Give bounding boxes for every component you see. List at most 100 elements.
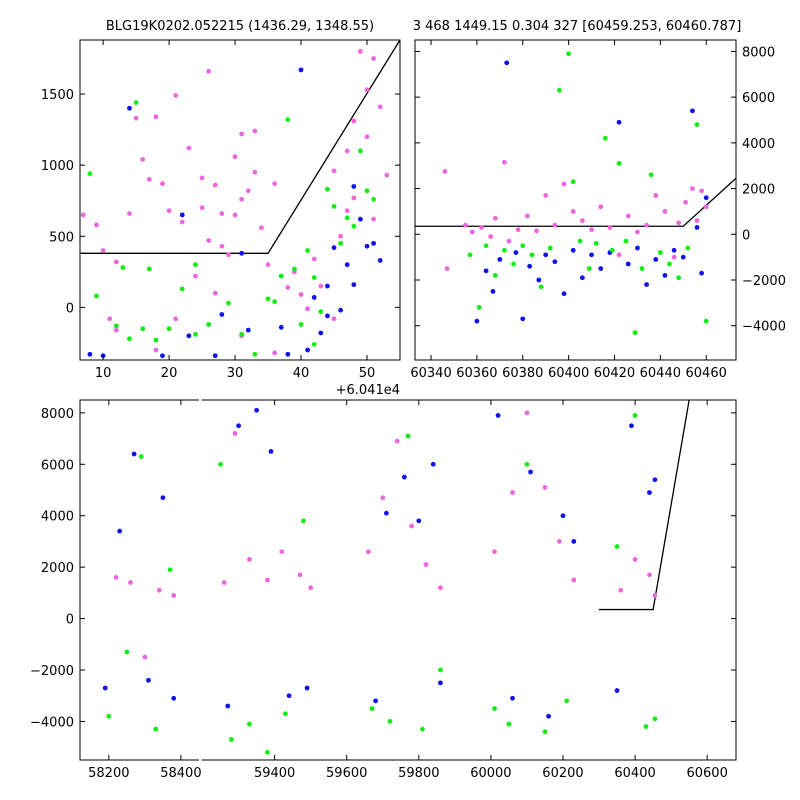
data-point-magenta (113, 327, 119, 333)
data-point-blue (430, 461, 436, 467)
data-point-blue (635, 245, 640, 251)
data-point-magenta (534, 228, 539, 234)
x-tick-label: 50 (359, 366, 376, 381)
data-point-blue (186, 333, 192, 339)
data-point-magenta (542, 485, 548, 490)
data-point-green (106, 713, 112, 719)
data-point-magenta (662, 209, 668, 214)
y-tick-label: 0 (66, 613, 74, 628)
data-point-blue (373, 698, 378, 704)
data-point-green (371, 196, 377, 202)
data-point-blue (236, 423, 241, 429)
y-tick-label: −4000 (742, 320, 786, 335)
data-point-green (247, 721, 252, 727)
data-point-magenta (463, 222, 468, 228)
data-point-green (524, 461, 530, 467)
y-tick-label: 500 (49, 230, 74, 245)
data-point-magenta (252, 169, 258, 175)
data-point-green (566, 51, 572, 57)
data-point-blue (589, 252, 594, 258)
data-point-green (305, 248, 311, 253)
data-point-magenta (561, 181, 567, 187)
x-tick-label: 60000 (470, 766, 511, 781)
data-point-magenta (297, 572, 303, 578)
data-point-magenta (676, 220, 682, 226)
data-point-green (94, 293, 99, 299)
recent-panel: 60340 60360 60380 60400 60420 60440 60460 −4000… (410, 39, 786, 381)
x-tick-label: 60400 (614, 766, 655, 781)
data-point-blue (497, 257, 503, 262)
data-point-magenta (206, 68, 212, 74)
data-point-blue (629, 423, 634, 429)
data-point-green (283, 711, 288, 717)
data-point-green (420, 726, 425, 732)
data-point-green (502, 247, 507, 253)
data-point-green (593, 241, 599, 246)
data-point-magenta (80, 212, 86, 218)
data-point-blue (127, 105, 132, 111)
data-point-magenta (492, 549, 497, 555)
data-point-magenta (365, 549, 371, 555)
data-point-magenta (409, 523, 415, 529)
data-point-blue (325, 313, 330, 319)
data-point-magenta (140, 157, 146, 162)
data-point-green (311, 341, 317, 347)
data-point-magenta (384, 172, 390, 178)
data-point-magenta (699, 188, 705, 194)
x-tick-label: 59800 (398, 766, 439, 781)
data-point-green (614, 544, 620, 549)
y-tick-label: 6000 (742, 91, 775, 106)
data-point-magenta (94, 222, 99, 228)
data-point-green (325, 186, 330, 192)
data-point-green (506, 721, 512, 727)
data-point-green (438, 667, 443, 673)
data-point-green (676, 275, 682, 281)
data-point-magenta (371, 56, 377, 61)
data-point-green (218, 461, 223, 467)
data-point-green (648, 172, 654, 178)
data-point-blue (483, 268, 489, 274)
data-point-magenta (647, 572, 652, 578)
data-point-green (179, 286, 185, 292)
data-point-blue (520, 316, 526, 322)
data-point-blue (513, 250, 519, 255)
data-point-blue (644, 282, 649, 287)
data-point-green (252, 351, 258, 357)
data-point-magenta (153, 114, 159, 120)
data-point-blue (351, 184, 357, 189)
data-point-magenta (127, 211, 132, 216)
data-point-magenta (279, 549, 285, 555)
data-point-green (703, 318, 709, 324)
data-point-blue (285, 351, 291, 357)
data-point-blue (543, 252, 549, 258)
data-point-magenta (469, 229, 475, 235)
data-point-blue (561, 291, 567, 297)
data-point-magenta (219, 211, 225, 216)
data-point-magenta (506, 238, 512, 244)
data-point-magenta (524, 213, 530, 219)
axis-break-gap-top (198, 398, 202, 402)
data-point-green (492, 273, 498, 278)
data-point-blue (536, 277, 542, 283)
data-point-green (542, 729, 548, 735)
data-point-magenta (232, 154, 238, 160)
data-point-green (694, 122, 700, 127)
data-point-green (570, 179, 576, 185)
x-tick-label: 30 (227, 366, 244, 381)
data-point-magenta (212, 290, 218, 296)
data-point-green (338, 240, 344, 246)
data-point-green (228, 737, 234, 742)
data-point-magenta (644, 222, 649, 228)
data-point-green (467, 252, 473, 258)
data-point-blue (552, 259, 558, 265)
data-point-magenta (579, 218, 585, 223)
y-tick-label: 1000 (41, 159, 74, 174)
data-point-blue (364, 243, 370, 249)
data-point-blue (690, 108, 695, 114)
data-point-green (124, 649, 130, 655)
model-line (599, 400, 690, 611)
data-point-magenta (113, 575, 119, 580)
data-point-green (87, 171, 93, 177)
data-point-magenta (153, 347, 159, 353)
data-point-green (285, 117, 291, 123)
